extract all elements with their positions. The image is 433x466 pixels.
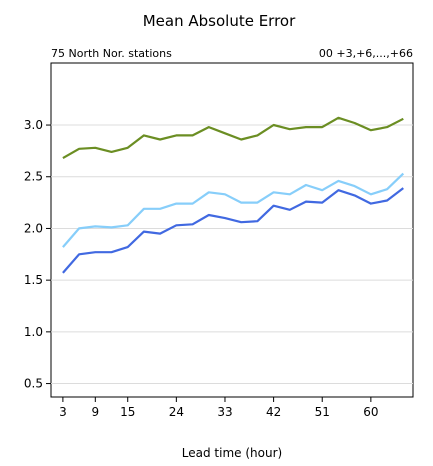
y-tick-label: 1.0 [24,325,43,339]
gridlines [51,124,413,385]
chart-subtitle-left: 75 North Nor. stations [51,47,172,60]
x-tick-label: 60 [363,405,378,419]
y-tick-label: 2.5 [24,170,43,184]
axis-ticks: 0.5 1.0 1.5 2.0 2.5 3.0 3 9 15 24 33 42 51 60 [24,118,379,419]
x-tick-label: 15 [120,405,135,419]
x-tick-label: 3 [59,405,67,419]
x-tick-label: 24 [169,405,184,419]
plot-frame [50,62,414,398]
y-tick-label: 0.5 [24,377,43,391]
x-tick-label: 51 [315,405,330,419]
x-tick-label: 9 [91,405,99,419]
series-line-2 [62,172,405,248]
chart-title: Mean Absolute Error [143,12,296,30]
chart-subtitle-right: 00 +3,+6,...,+66 [319,47,413,60]
x-tick-label: 42 [266,405,281,419]
x-tick-label: 33 [217,405,232,419]
series-line-1 [62,116,404,160]
y-tick-label: 1.5 [24,273,43,287]
y-tick-label: 2.0 [24,221,43,235]
series-lines [62,116,405,274]
x-axis-label: Lead time (hour) [182,446,282,460]
y-tick-label: 3.0 [24,118,43,132]
series-line-3 [62,187,404,274]
